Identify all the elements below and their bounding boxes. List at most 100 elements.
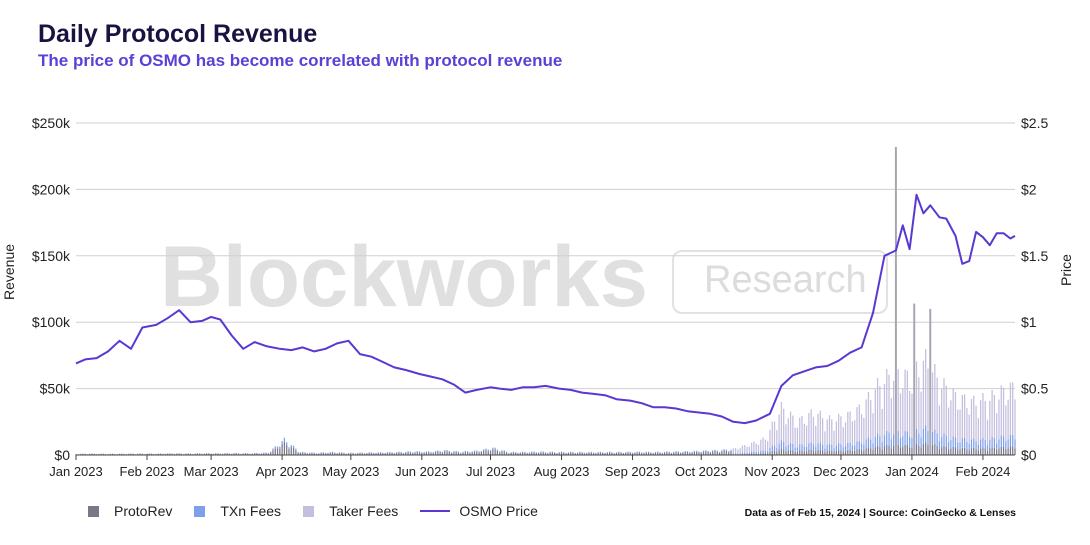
bar-taker-fees (941, 389, 943, 437)
bar-protorev (876, 445, 879, 455)
bar-taker-fees (753, 441, 755, 452)
bar-txn-fees (718, 451, 721, 453)
bar-txn-fees (450, 452, 453, 454)
bar-txn-fees (418, 451, 421, 453)
bar-protorev (911, 447, 913, 455)
bar-txn-fees (941, 436, 943, 448)
bar-txn-fees (821, 444, 824, 451)
bar-protorev (968, 450, 970, 455)
bar-txn-fees (471, 451, 473, 453)
bar-txn-fees (489, 450, 492, 452)
bar-taker-fees (881, 408, 883, 443)
bar-taker-fees (842, 427, 844, 448)
bar-taker-fees (957, 409, 959, 443)
bar-taker-fees (812, 416, 815, 445)
bar-txn-fees (501, 450, 503, 452)
bar-protorev (647, 452, 650, 455)
bar-protorev (586, 453, 588, 455)
bar-protorev (666, 452, 668, 455)
bar-protorev (728, 452, 730, 455)
bar-protorev (453, 452, 455, 455)
bar-txn-fees (693, 450, 695, 452)
bar-taker-fees (815, 425, 817, 447)
bar-protorev (762, 452, 764, 455)
bar-txn-fees (748, 452, 750, 454)
bar-protorev (902, 447, 904, 455)
bar-protorev (654, 452, 657, 455)
bar-taker-fees (879, 386, 881, 436)
y-right-tick-label: $1 (1021, 314, 1037, 330)
y-right-tick-label: $0.5 (1021, 381, 1048, 397)
bar-taker-fees (945, 385, 947, 436)
bar-txn-fees (327, 452, 329, 454)
bar-taker-fees (906, 370, 908, 432)
bar-protorev (636, 452, 638, 455)
bar-protorev (352, 453, 354, 455)
bar-protorev (849, 449, 851, 455)
bar-protorev (274, 448, 276, 455)
bar-txn-fees (721, 450, 723, 452)
bar-txn-fees (434, 450, 437, 452)
bar-txn-fees (631, 452, 634, 454)
bar-protorev (888, 445, 890, 455)
bar-protorev (485, 450, 487, 455)
bar-txn-fees (1009, 434, 1012, 447)
bar-protorev (684, 452, 686, 455)
bar-protorev (897, 444, 899, 455)
bar-protorev (288, 449, 290, 455)
bar-txn-fees (746, 452, 748, 455)
bar-protorev (1002, 446, 1005, 455)
bar-txn-fees (270, 451, 272, 453)
bar-txn-fees (579, 451, 581, 453)
osmo-price-line (75, 193, 1016, 425)
bar-protorev (613, 453, 615, 455)
bar-txn-fees (567, 452, 570, 453)
bar-taker-fees (931, 372, 934, 432)
bar-protorev (524, 452, 526, 455)
bar-protorev (950, 448, 952, 455)
bar-txn-fees (961, 438, 963, 448)
bar-protorev (368, 453, 370, 455)
bar-txn-fees (494, 447, 496, 450)
bar-taker-fees (854, 420, 856, 446)
bar-protorev (276, 448, 279, 455)
y-left-tick-label: $50k (40, 381, 71, 397)
legend-swatch-protorev (88, 505, 99, 517)
bar-protorev (922, 443, 925, 455)
bar-taker-fees (810, 409, 812, 443)
bar-protorev (219, 453, 221, 455)
bar-protorev (984, 448, 986, 455)
bar-txn-fees (1007, 439, 1009, 449)
bar-txn-fees (297, 451, 299, 453)
bar-protorev (217, 453, 219, 455)
bar-txn-fees (881, 442, 883, 450)
bar-protorev (966, 449, 968, 455)
bar-txn-fees (879, 435, 881, 447)
bar-taker-fees (954, 392, 957, 438)
bar-txn-fees (402, 452, 405, 454)
bar-protorev (627, 452, 629, 455)
bar-protorev (847, 449, 849, 455)
bar-txn-fees (549, 451, 551, 453)
bar-txn-fees (991, 436, 993, 448)
bar-txn-fees (876, 433, 879, 446)
bar-txn-fees (409, 451, 412, 453)
bar-protorev (920, 447, 922, 455)
bar-taker-fees (744, 444, 746, 453)
bar-txn-fees (1005, 441, 1007, 450)
bar-taker-fees (996, 413, 998, 444)
bar-protorev (267, 453, 270, 455)
bar-protorev (817, 450, 819, 455)
bar-txn-fees (366, 452, 368, 454)
bar-txn-fees (467, 451, 469, 453)
bar-taker-fees (961, 394, 963, 439)
bar-txn-fees (485, 448, 487, 451)
bar-txn-fees (405, 451, 407, 453)
x-tick-label: Jan 2023 (49, 464, 103, 479)
bar-txn-fees (686, 451, 689, 453)
bar-txn-fees (801, 444, 803, 451)
bar-spike (894, 146, 897, 456)
bar-txn-fees (499, 451, 501, 453)
bar-txn-fees (730, 449, 732, 452)
bar-txn-fees (396, 452, 398, 453)
